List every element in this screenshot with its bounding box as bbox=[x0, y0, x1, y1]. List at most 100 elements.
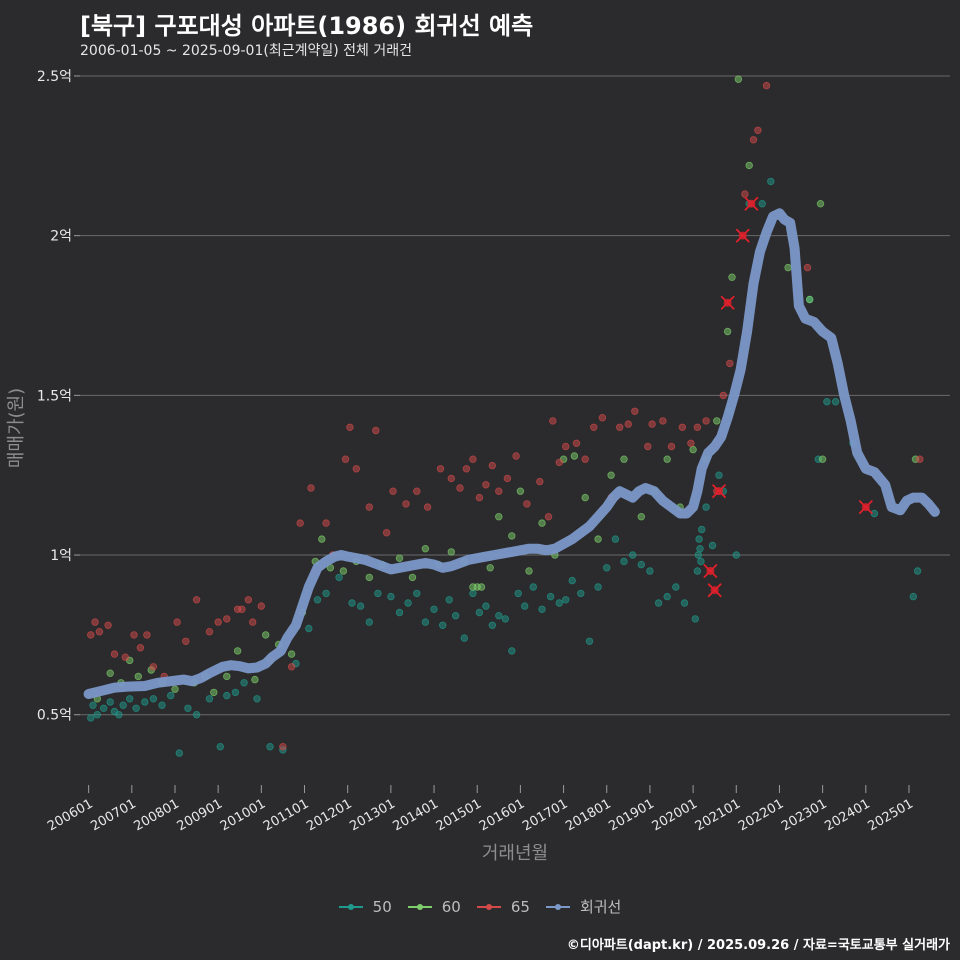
chart-title: [북구] 구포대성 아파트(1986) 회귀선 예측 bbox=[80, 12, 534, 40]
data-point-60 bbox=[806, 295, 814, 304]
data-point-60 bbox=[508, 532, 516, 540]
legend-item-50: 50 bbox=[338, 898, 392, 916]
data-point-60 bbox=[745, 161, 753, 170]
data-point-65 bbox=[447, 474, 455, 483]
data-point-50 bbox=[413, 589, 421, 598]
highlight-x bbox=[858, 500, 873, 515]
data-point-65 bbox=[598, 414, 607, 422]
data-point-60 bbox=[734, 75, 743, 83]
data-point-60 bbox=[570, 452, 579, 460]
data-point-65 bbox=[702, 417, 710, 425]
data-point-65 bbox=[104, 621, 112, 629]
data-point-60 bbox=[516, 487, 525, 495]
data-point-65 bbox=[762, 81, 771, 90]
data-point-60 bbox=[728, 273, 736, 281]
y-tick-label: 2.5억 bbox=[37, 69, 72, 85]
legend-key-dot bbox=[416, 903, 423, 910]
x-tick-label: 201501 bbox=[434, 796, 484, 834]
data-point-50 bbox=[693, 567, 702, 575]
data-point-50 bbox=[305, 624, 313, 633]
data-point-50 bbox=[240, 679, 248, 687]
data-point-65 bbox=[549, 417, 557, 425]
data-point-50 bbox=[577, 589, 585, 598]
data-point-60 bbox=[594, 535, 602, 543]
data-point-50 bbox=[93, 711, 101, 719]
data-point-60 bbox=[723, 327, 732, 336]
data-point-50 bbox=[482, 602, 490, 610]
data-point-60 bbox=[818, 455, 827, 463]
data-point-50 bbox=[395, 608, 404, 617]
data-point-50 bbox=[231, 688, 240, 697]
scatter-points bbox=[87, 75, 924, 757]
data-point-50 bbox=[335, 573, 343, 582]
data-point-60 bbox=[287, 650, 296, 658]
data-point-60 bbox=[339, 567, 348, 575]
data-point-65 bbox=[495, 487, 503, 495]
data-point-65 bbox=[352, 465, 360, 473]
data-point-65 bbox=[121, 653, 129, 661]
data-point-60 bbox=[637, 513, 645, 521]
data-point-65 bbox=[436, 465, 445, 473]
x-tick-label: 202501 bbox=[865, 796, 915, 834]
x-tick-label: 202401 bbox=[822, 796, 872, 834]
data-point-50 bbox=[654, 599, 663, 607]
x-tick-label: 201301 bbox=[347, 796, 397, 834]
data-point-65 bbox=[257, 602, 265, 610]
data-point-50 bbox=[166, 691, 175, 700]
data-point-65 bbox=[678, 423, 686, 431]
data-point-50 bbox=[508, 647, 516, 655]
data-point-50 bbox=[708, 541, 717, 550]
data-point-60 bbox=[538, 519, 546, 527]
data-point-65 bbox=[248, 618, 257, 626]
data-point-65 bbox=[488, 461, 496, 470]
data-point-60 bbox=[447, 548, 455, 556]
data-point-65 bbox=[456, 484, 464, 492]
data-point-65 bbox=[667, 442, 676, 451]
data-point-65 bbox=[503, 474, 512, 483]
x-tick-label: 202001 bbox=[650, 796, 700, 834]
data-point-60 bbox=[171, 685, 179, 693]
data-point-50 bbox=[501, 615, 509, 623]
source-caption: ©디아파트(dapt.kr) / 2025.09.26 / 자료=국토교통부 실… bbox=[566, 938, 950, 953]
legend-key bbox=[407, 903, 432, 910]
data-point-65 bbox=[803, 263, 812, 272]
legend-item-60: 60 bbox=[407, 897, 461, 916]
data-point-65 bbox=[322, 519, 330, 527]
data-point-65 bbox=[413, 487, 421, 495]
data-point-50 bbox=[521, 602, 529, 610]
data-point-65 bbox=[95, 628, 104, 636]
data-point-50 bbox=[629, 551, 637, 559]
data-point-60 bbox=[607, 471, 615, 479]
data-point-50 bbox=[451, 612, 460, 620]
data-point-50 bbox=[253, 695, 261, 703]
data-point-65 bbox=[754, 126, 762, 134]
x-tick-label: 202101 bbox=[693, 796, 743, 834]
data-point-65 bbox=[726, 359, 734, 368]
data-point-50 bbox=[663, 592, 671, 601]
highlight-marker bbox=[744, 196, 759, 211]
data-point-50 bbox=[115, 711, 123, 719]
data-point-60 bbox=[784, 263, 792, 272]
data-point-65 bbox=[244, 596, 253, 604]
data-point-65 bbox=[192, 596, 201, 604]
data-point-65 bbox=[346, 423, 354, 431]
data-point-50 bbox=[223, 691, 231, 700]
legend-key bbox=[476, 903, 501, 910]
data-point-60 bbox=[620, 455, 628, 463]
regression-line bbox=[83, 208, 940, 699]
data-point-50 bbox=[205, 695, 214, 703]
x-tick-label: 201401 bbox=[391, 796, 441, 834]
x-axis-label: 거래년월 bbox=[482, 843, 548, 864]
legend-key-dot bbox=[554, 903, 561, 910]
data-point-60 bbox=[477, 583, 486, 591]
x-tick-label: 201701 bbox=[520, 796, 570, 834]
data-point-65 bbox=[279, 743, 287, 751]
highlight-x bbox=[720, 295, 735, 310]
data-point-60 bbox=[223, 672, 231, 681]
data-point-50 bbox=[216, 743, 224, 751]
data-point-65 bbox=[365, 503, 373, 511]
data-point-50 bbox=[555, 599, 563, 607]
data-point-50 bbox=[488, 621, 496, 629]
legend-label: 60 bbox=[441, 897, 461, 916]
x-tick-label: 202301 bbox=[779, 796, 829, 834]
